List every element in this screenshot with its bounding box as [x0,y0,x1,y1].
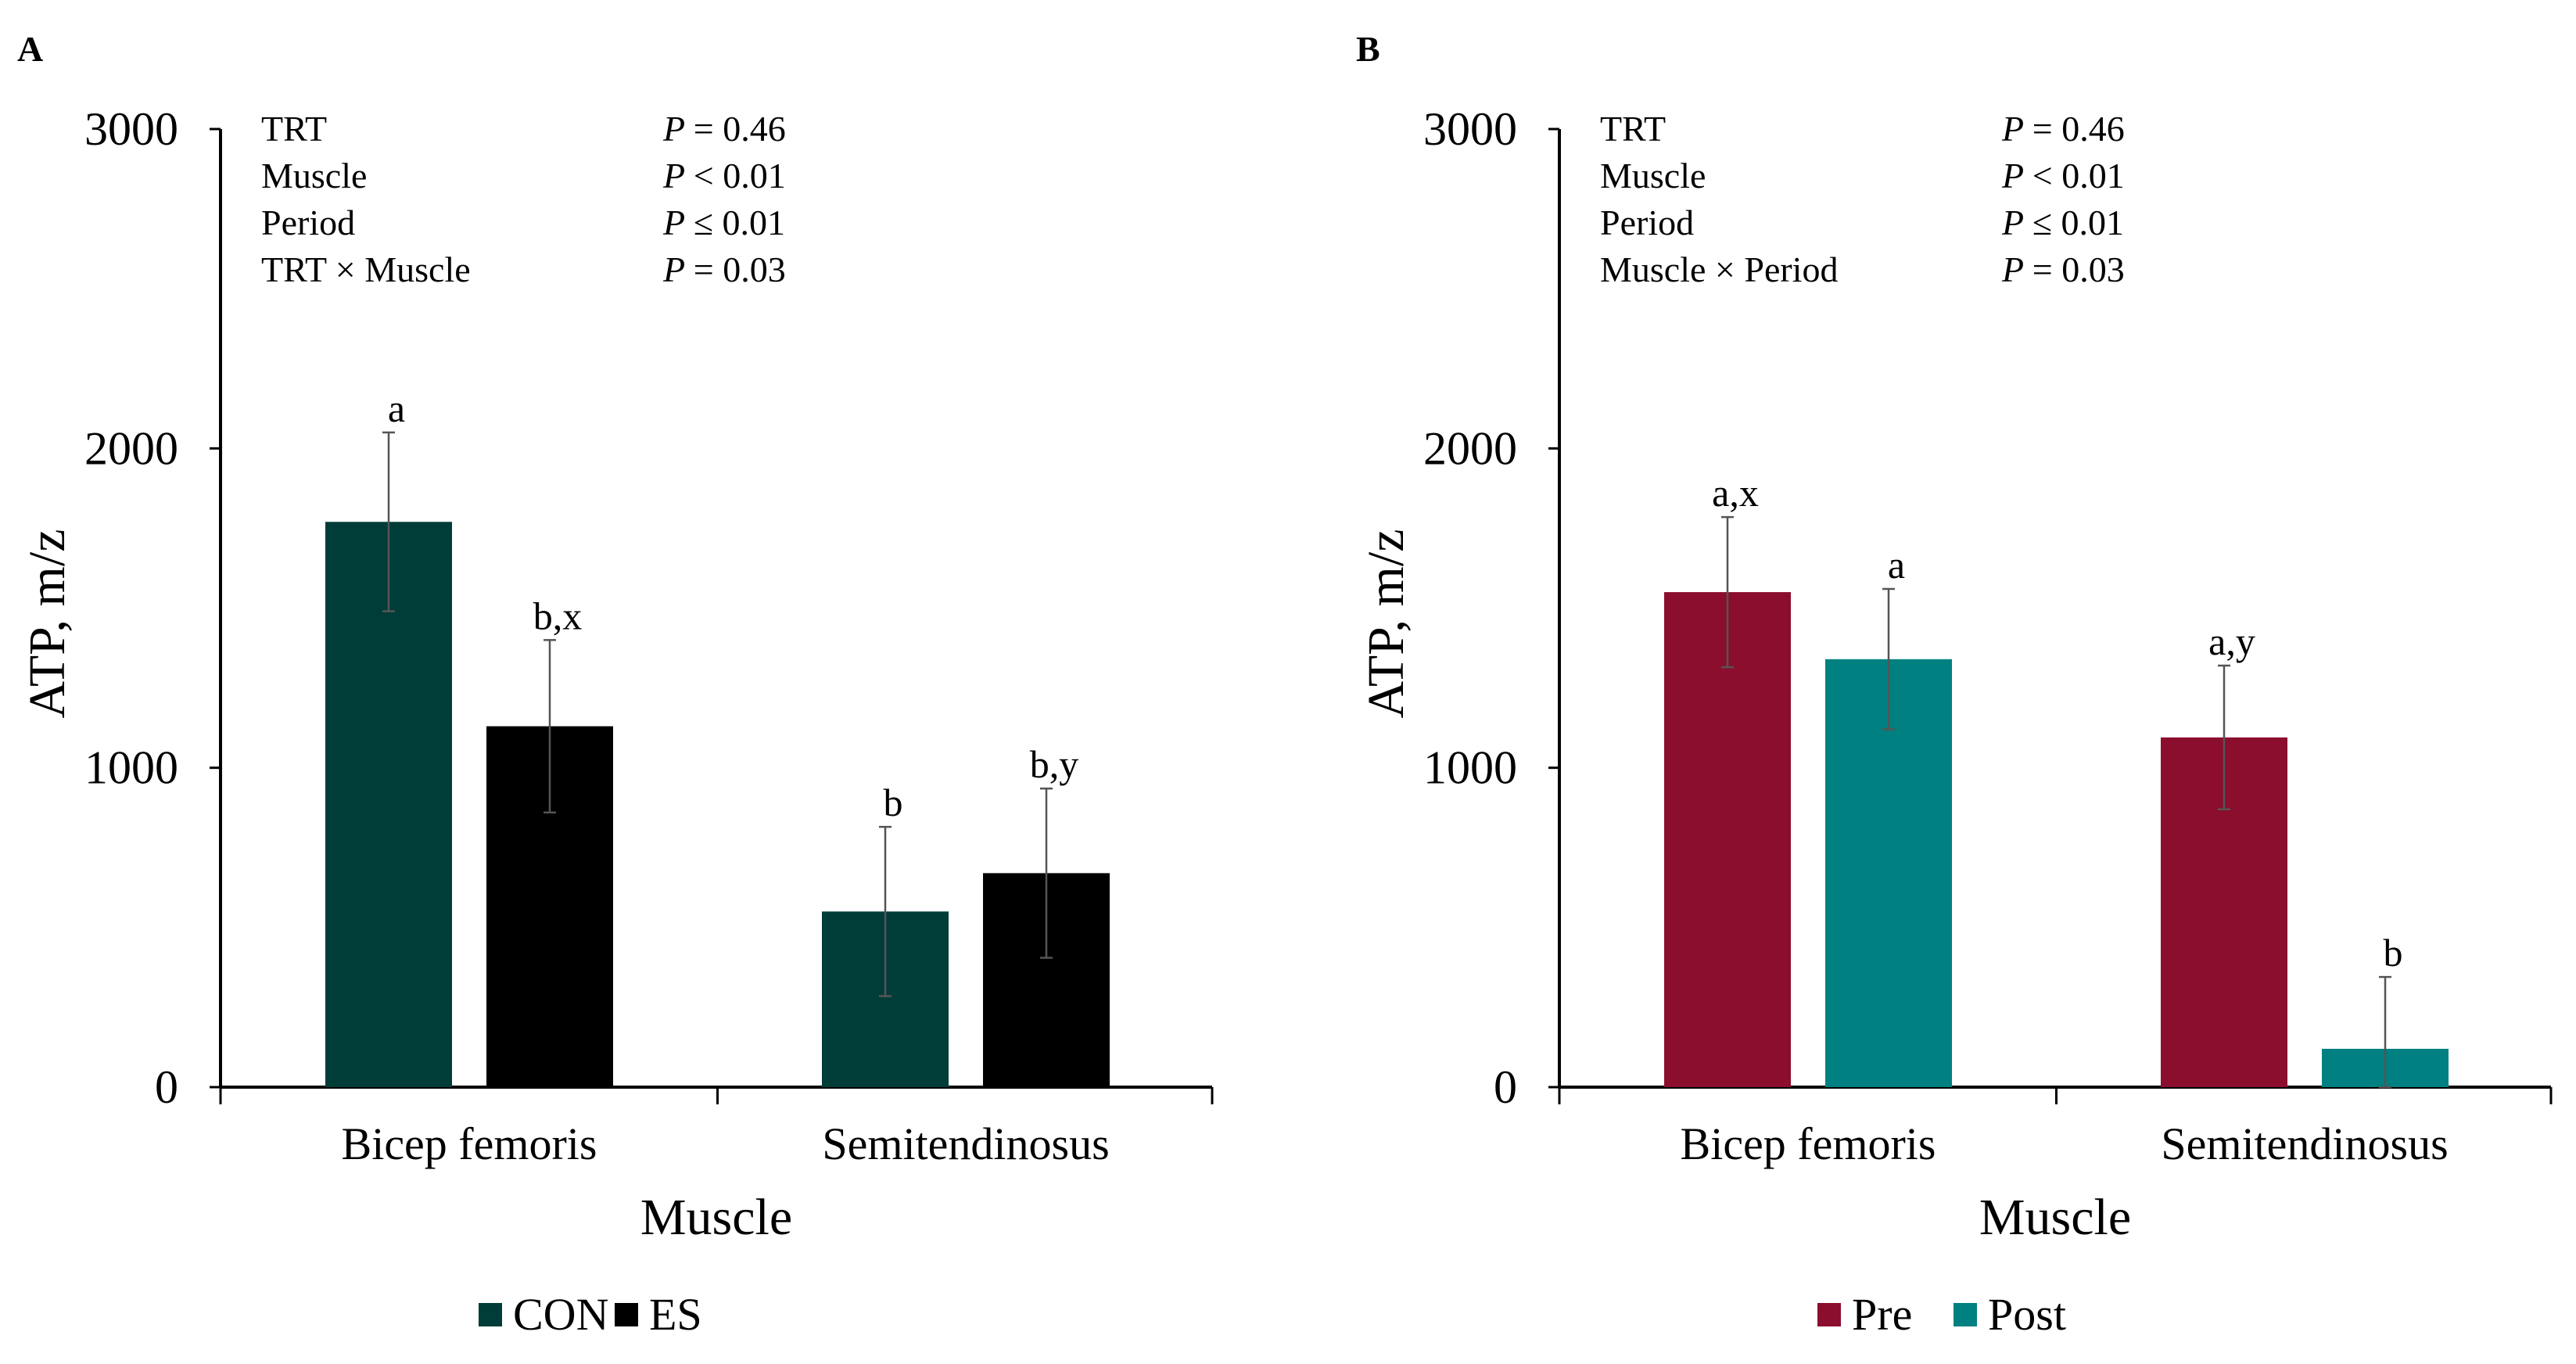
stat-p-value: P = 0.03 [2001,249,2125,289]
legend-item: ES [615,1289,702,1340]
stat-p-value: P ≤ 0.01 [2001,203,2124,242]
significance-letter: a [1888,543,1905,587]
legend-label: CON [513,1289,608,1340]
stat-p-label: P [2001,109,2032,149]
stat-p-label: P [662,203,694,242]
legend-label: Post [1988,1289,2066,1340]
panel-letter: A [17,29,43,69]
stat-p-label: P [662,109,694,149]
stat-effect: Muscle [1600,156,1706,196]
y-tick-label: 1000 [1423,742,1517,794]
panel-a: A 0 1000 2000 3000 ATP, m/z Bicep femoris Semit… [17,29,1214,1340]
panel-letter: B [1356,29,1380,69]
stat-p-number: = 0.46 [694,109,786,149]
significance-letter: b [2384,931,2403,975]
y-tick-label: 1000 [84,742,178,794]
bar-con [325,522,452,1087]
significance-letter: a,x [1712,471,1759,515]
y-tick-label: 2000 [84,422,178,474]
y-tick-label: 2000 [1423,422,1517,474]
stat-p-number: = 0.03 [2032,249,2125,289]
stat-p-value: P ≤ 0.01 [662,203,785,242]
legend-label: ES [649,1289,702,1340]
stat-effect: TRT × Muscle [261,249,471,289]
stat-p-value: P < 0.01 [2001,156,2125,196]
x-category-label: Semitendinosus [2161,1118,2448,1169]
x-category-label: Bicep femoris [1681,1118,1936,1169]
stat-p-value: P = 0.46 [2001,109,2125,149]
stat-p-number: = 0.03 [694,249,786,289]
stat-effect: Period [1600,203,1694,242]
y-tick-label: 3000 [1423,103,1517,155]
stat-p-label: P [2001,249,2032,289]
stat-p-number: < 0.01 [694,156,786,196]
legend-swatch-es [615,1303,638,1326]
stat-effect: TRT [1600,109,1666,149]
stat-p-number: < 0.01 [2032,156,2125,196]
stat-p-label: P [2001,203,2032,242]
significance-letter: a [388,386,405,430]
legend-item: CON [479,1289,608,1340]
bar-post [1825,659,1952,1087]
legend-swatch-pre [1817,1303,1841,1326]
bar-pre [1664,592,1791,1087]
x-axis-title: Muscle [640,1189,792,1246]
legend-swatch-post [1954,1303,1977,1326]
significance-letter: a,y [2208,619,2255,663]
panel-b: B 0 1000 2000 3000 ATP, m/z Bicep femoris Semit… [1356,29,2553,1340]
y-tick-label: 0 [155,1061,178,1113]
stat-p-label: P [662,156,694,196]
stat-effect: TRT [261,109,327,149]
x-category-label: Semitendinosus [822,1118,1109,1169]
significance-letter: b,x [533,594,583,637]
stat-p-value: P < 0.01 [662,156,786,196]
stat-p-number: = 0.46 [2032,109,2125,149]
stat-effect: Muscle [261,156,367,196]
stat-p-label: P [662,249,694,289]
legend-label: Pre [1852,1289,1912,1340]
stat-p-number: ≤ 0.01 [2032,203,2124,242]
x-axis-title: Muscle [1979,1189,2131,1246]
stat-p-value: P = 0.03 [662,249,786,289]
stat-p-number: ≤ 0.01 [694,203,785,242]
stat-effect: Muscle × Period [1600,249,1838,289]
y-tick-label: 3000 [84,103,178,155]
legend-item: Post [1954,1289,2066,1340]
legend-swatch-con [479,1303,502,1326]
legend-item: Pre [1817,1289,1912,1340]
y-axis-title: ATP, m/z [1358,529,1415,718]
significance-letter: b,y [1030,742,1079,786]
stat-effect: Period [261,203,355,242]
stat-p-label: P [2001,156,2032,196]
x-category-label: Bicep femoris [342,1118,597,1169]
stat-p-value: P = 0.46 [662,109,786,149]
significance-letter: b [884,781,903,824]
y-tick-label: 0 [1494,1061,1517,1113]
y-axis-title: ATP, m/z [19,529,76,718]
